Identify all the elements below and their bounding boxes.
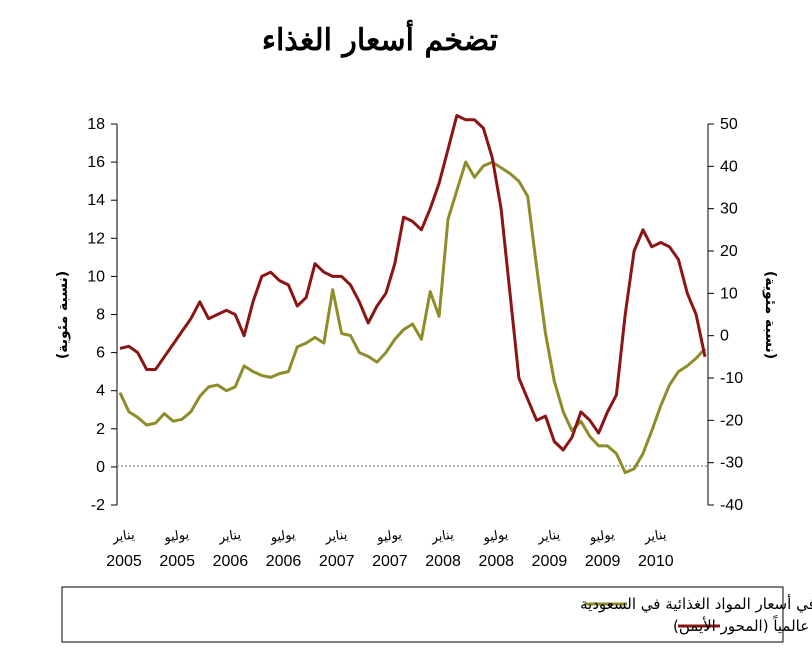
right-tick-label: -10 [720, 370, 743, 387]
left-tick-label: 10 [87, 268, 105, 285]
x-tick-month: يوليو [375, 527, 403, 546]
right-tick-label: -30 [720, 455, 743, 472]
left-axis-label: (نسبة مئوية) [55, 271, 71, 359]
legend-box [61, 586, 784, 643]
x-tick-month: يوليو [269, 527, 297, 546]
x-tick-month: يوليو [162, 527, 190, 546]
x-tick-year: 2010 [638, 553, 674, 570]
left-tick-label: 16 [87, 154, 105, 171]
series-line-global [119, 114, 707, 452]
right-tick-label: 20 [720, 243, 738, 260]
right-axis-ticks: -40 -30 -20 -10 0 10 20 30 40 50 [708, 116, 743, 514]
right-tick-label: -40 [720, 497, 743, 514]
left-tick-label: 12 [87, 230, 105, 247]
x-tick-year: 2008 [478, 553, 514, 570]
x-tick-month: يناير [536, 528, 562, 546]
left-axis-ticks: -2 0 2 4 6 8 10 12 14 16 18 [87, 116, 117, 514]
x-tick-year: 2006 [213, 553, 249, 570]
left-tick-label: 14 [87, 192, 105, 209]
left-tick-label: 18 [87, 116, 105, 133]
left-tick-label: 6 [96, 345, 105, 362]
left-tick-label: 4 [96, 383, 105, 400]
legend: التضخم في أسعار المواد الغذائية في السعو… [61, 586, 812, 643]
x-tick-year: 2005 [106, 553, 142, 570]
chart-title: تضخم أسعار الغذاء [262, 19, 498, 58]
right-tick-label: 10 [720, 285, 738, 302]
x-tick-year: 2008 [425, 553, 461, 570]
series-line-saudi [118, 160, 707, 475]
left-tick-label: 8 [96, 307, 105, 324]
x-tick-month: يوليو [588, 527, 616, 546]
series-lines [118, 114, 707, 475]
right-tick-label: 50 [720, 116, 738, 133]
x-axis-ticks: يناير 2005 يوليو 2005 يناير 2006 يوليو 2006 يناي… [106, 527, 674, 570]
x-tick-year: 2006 [266, 553, 302, 570]
left-tick-label: 2 [96, 421, 105, 438]
right-tick-label: 0 [720, 328, 729, 345]
x-tick-month: يناير [323, 528, 349, 546]
x-tick-year: 2009 [532, 553, 568, 570]
right-axis-label: (نسبة مئوية) [762, 271, 778, 359]
x-tick-month: يناير [642, 528, 668, 546]
x-tick-month: يوليو [481, 527, 509, 546]
x-tick-month: يناير [430, 528, 456, 546]
x-tick-year: 2007 [319, 553, 355, 570]
right-tick-label: 30 [720, 201, 738, 218]
legend-label-global: التضخم في أسعار المواد الغذائية عالمياً … [673, 615, 812, 636]
left-tick-label: -2 [91, 497, 105, 514]
legend-label-saudi: التضخم في أسعار المواد الغذائية في السعو… [580, 594, 812, 614]
right-tick-label: -20 [720, 412, 743, 429]
x-tick-month: يناير [217, 528, 243, 546]
x-tick-month: يناير [110, 528, 136, 546]
x-tick-year: 2007 [372, 553, 408, 570]
x-tick-year: 2009 [585, 553, 621, 570]
x-tick-year: 2005 [159, 553, 195, 570]
right-tick-label: 40 [720, 158, 738, 175]
left-tick-label: 0 [96, 459, 105, 476]
